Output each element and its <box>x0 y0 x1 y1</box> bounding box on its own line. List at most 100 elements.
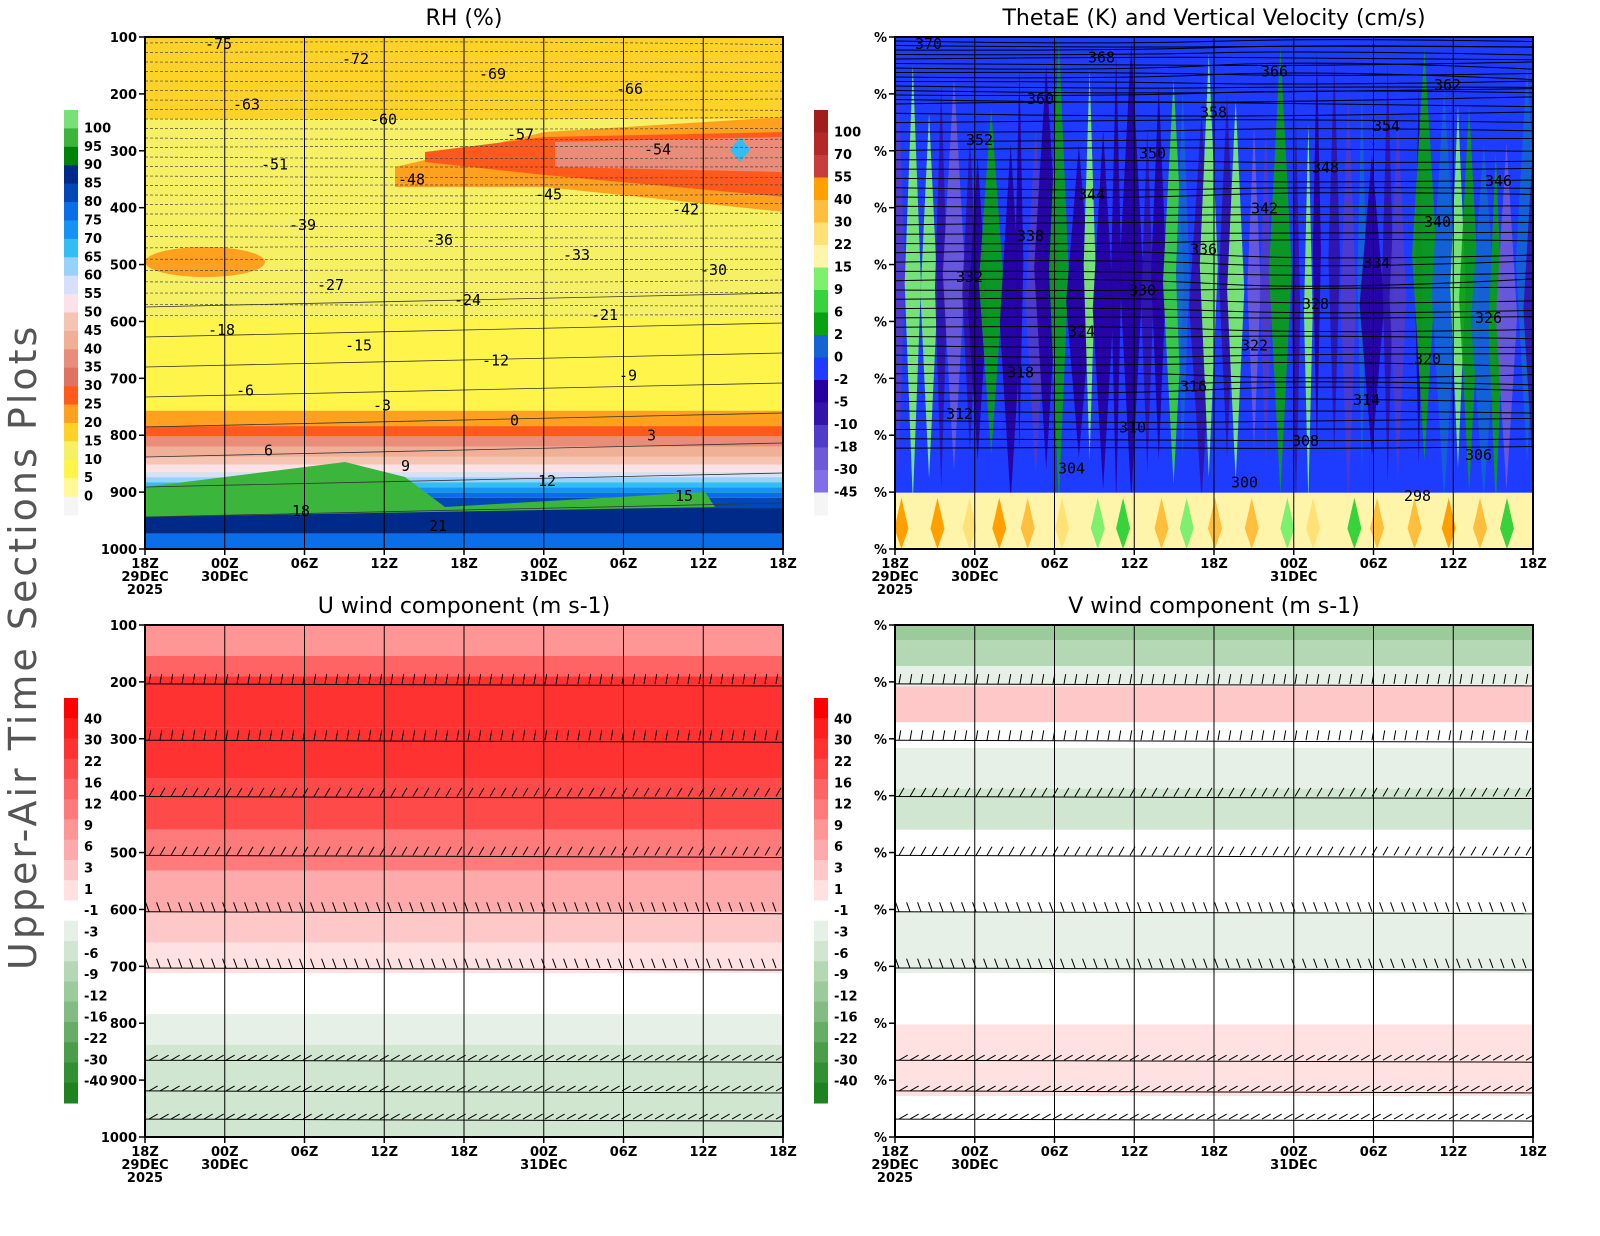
wind-barb <box>486 902 491 912</box>
wind-barb <box>1162 1085 1172 1092</box>
wind-barb <box>1412 902 1417 912</box>
side-title-text: Upper-Air Time Sections Plots <box>1 324 45 970</box>
v-chart: V wind component (m s-1)%%%%%%%%%%18Z29D… <box>814 594 1547 1186</box>
wind-barb <box>898 846 905 856</box>
colorbar-label: 9 <box>834 283 843 298</box>
wind-barb <box>1305 1113 1315 1120</box>
wind-barb <box>599 673 603 684</box>
wind-barb <box>1305 730 1309 741</box>
y-tick-label: % <box>874 619 887 634</box>
wind-barb <box>1107 1113 1117 1120</box>
wind-barb <box>986 1054 996 1061</box>
wind-barb <box>390 846 397 856</box>
colorbar-label: 20 <box>84 416 102 431</box>
colorbar-swatch <box>814 222 828 246</box>
wind-barb <box>1426 673 1430 684</box>
wind-barb <box>1041 1054 1051 1061</box>
wind-barb <box>335 1113 345 1120</box>
colorbar-label: -12 <box>84 989 108 1004</box>
wind-barb <box>909 1085 919 1092</box>
wind-barb <box>1338 1085 1348 1092</box>
colorbar-swatch <box>814 470 828 493</box>
wind-barb <box>720 846 727 856</box>
thetae-panel: ThetaE (K) and Vertical Velocity (cm/s)%… <box>805 0 1550 600</box>
wind-barb <box>1093 958 1098 969</box>
x-tick-date: 29DEC <box>121 570 168 585</box>
wind-barb <box>931 730 935 741</box>
wind-barb <box>1074 787 1081 797</box>
wind-barb <box>1349 846 1356 856</box>
wind-barb <box>577 1054 587 1061</box>
wind-barb <box>1269 958 1274 969</box>
wind-barb <box>324 787 331 797</box>
wind-barb <box>398 902 403 912</box>
wind-barb <box>1349 730 1353 741</box>
contour-label: -24 <box>454 291 481 309</box>
wind-barb <box>651 902 656 912</box>
colorbar-swatch <box>814 155 828 178</box>
wind-barb <box>167 958 172 969</box>
wind-barb <box>643 846 650 856</box>
wind-barb <box>665 673 669 684</box>
colorbar-swatch <box>64 698 78 719</box>
y-tick-label: % <box>874 429 887 444</box>
wind-barb <box>1481 787 1488 797</box>
wind-barb <box>1027 958 1032 969</box>
wind-barb <box>676 1113 686 1120</box>
wind-barb <box>994 902 999 912</box>
wind-barb <box>566 730 570 741</box>
wind-barb <box>632 673 636 684</box>
wind-barb <box>1492 673 1496 684</box>
wind-barb <box>203 787 210 797</box>
colorbar-swatch <box>64 1042 78 1063</box>
wind-barb <box>750 958 755 969</box>
wind-barb <box>731 846 738 856</box>
wind-barb <box>1294 1054 1304 1061</box>
x-tick-date: 31DEC <box>1270 1158 1317 1173</box>
wind-barb <box>761 958 766 969</box>
wind-barb <box>170 673 174 684</box>
colorbar-swatch <box>814 1062 828 1084</box>
colorbar-swatch <box>64 799 78 820</box>
wind-barb <box>1404 787 1411 797</box>
wind-barb <box>508 902 513 912</box>
wind-barb <box>269 673 273 684</box>
vertical-velocity-cell <box>1340 91 1357 508</box>
wind-barb <box>500 730 504 741</box>
contour-label: 348 <box>1312 158 1339 176</box>
wind-barb <box>544 846 551 856</box>
wind-barb <box>1159 902 1164 912</box>
colorbar-swatch <box>814 961 828 982</box>
wind-barb <box>544 1085 554 1092</box>
x-tick-time: 12Z <box>1120 1145 1148 1160</box>
wind-barb <box>456 673 460 684</box>
x-tick-time: 00Z <box>211 1145 239 1160</box>
wind-barb <box>1041 1085 1051 1092</box>
wind-barb <box>1038 958 1043 969</box>
x-tick-time: 18Z <box>881 557 909 572</box>
wind-barb <box>214 1113 224 1120</box>
colorbar-swatch <box>64 920 78 942</box>
wind-barb <box>717 902 722 912</box>
x-tick-date: 30DEC <box>951 1158 998 1173</box>
contour-label: 324 <box>1068 323 1095 341</box>
colorbar-label: 50 <box>84 306 102 321</box>
wind-barb <box>676 673 680 684</box>
wind-barb <box>1316 1085 1326 1092</box>
wind-barb <box>1030 730 1034 741</box>
wind-barb <box>357 1054 367 1061</box>
wind-barb <box>1283 1113 1293 1120</box>
wind-barb <box>148 846 155 856</box>
wind-barb <box>379 673 383 684</box>
wind-barb <box>1096 1054 1106 1061</box>
wind-barb <box>1338 673 1342 684</box>
wind-barb <box>898 730 902 741</box>
wind-barb <box>1492 1054 1502 1061</box>
wind-barb <box>1060 958 1065 969</box>
wind-barb <box>522 846 529 856</box>
wind-barb <box>684 902 689 912</box>
wind-barb <box>1118 787 1125 797</box>
wind-barb <box>475 958 480 969</box>
wind-barb <box>563 902 568 912</box>
wind-barb <box>1272 846 1279 856</box>
